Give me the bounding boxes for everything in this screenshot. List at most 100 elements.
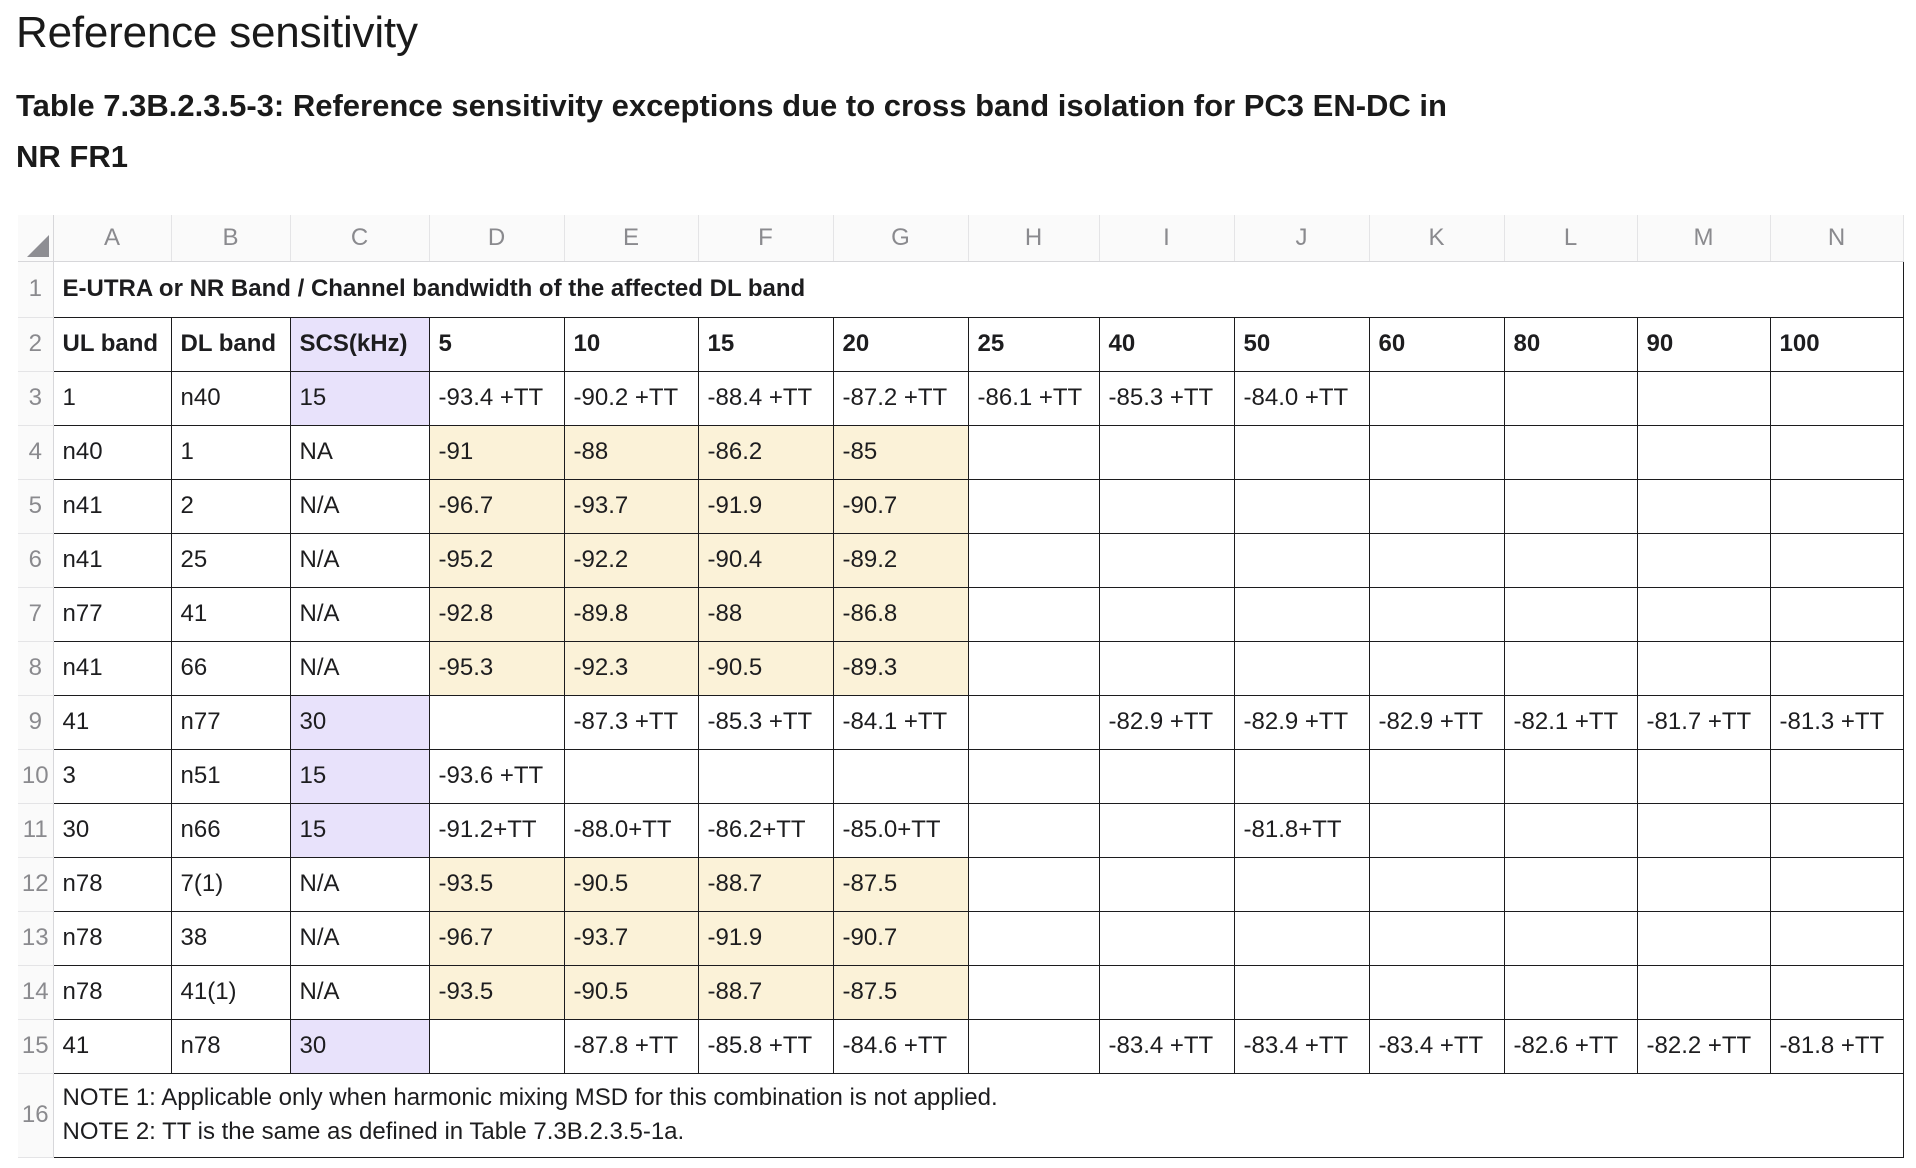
data-cell[interactable] <box>967 910 1100 966</box>
data-cell[interactable]: -86.8 <box>832 586 969 642</box>
data-cell[interactable]: n78 <box>52 964 172 1020</box>
data-cell[interactable] <box>967 694 1100 750</box>
data-cell[interactable] <box>1503 370 1638 426</box>
data-cell[interactable] <box>1636 802 1771 858</box>
data-cell[interactable]: -90.5 <box>563 964 699 1020</box>
data-cell[interactable] <box>967 748 1100 804</box>
data-cell[interactable]: -82.9 +TT <box>1233 694 1370 750</box>
data-cell[interactable]: 25 <box>170 532 291 588</box>
data-cell[interactable] <box>967 586 1100 642</box>
data-cell[interactable]: -85.3 +TT <box>1098 370 1235 426</box>
data-cell[interactable]: -88.0+TT <box>563 802 699 858</box>
data-cell[interactable] <box>1098 586 1235 642</box>
data-cell[interactable] <box>563 748 699 804</box>
data-cell[interactable] <box>1368 910 1505 966</box>
column-header-b[interactable]: B <box>171 215 291 262</box>
header-cell[interactable]: 90 <box>1636 316 1771 372</box>
data-cell[interactable]: -85.3 +TT <box>697 694 834 750</box>
data-cell[interactable] <box>1503 748 1638 804</box>
data-cell[interactable]: -89.8 <box>563 586 699 642</box>
header-cell[interactable]: 25 <box>967 316 1100 372</box>
row-header-12[interactable]: 12 <box>18 857 54 912</box>
row-header-8[interactable]: 8 <box>18 641 54 696</box>
data-cell[interactable]: 38 <box>170 910 291 966</box>
data-cell[interactable]: n40 <box>170 370 291 426</box>
data-cell[interactable] <box>1503 640 1638 696</box>
column-header-l[interactable]: L <box>1504 215 1638 262</box>
data-cell[interactable] <box>967 532 1100 588</box>
data-cell[interactable] <box>1769 424 1904 480</box>
data-cell[interactable]: -90.5 <box>697 640 834 696</box>
data-cell[interactable] <box>1233 910 1370 966</box>
column-header-e[interactable]: E <box>564 215 699 262</box>
data-cell[interactable] <box>1769 586 1904 642</box>
data-cell[interactable]: -83.4 +TT <box>1098 1018 1235 1074</box>
data-cell[interactable] <box>1098 964 1235 1020</box>
data-cell[interactable]: -90.5 <box>563 856 699 912</box>
data-cell[interactable]: N/A <box>289 964 430 1020</box>
column-header-h[interactable]: H <box>968 215 1100 262</box>
data-cell[interactable] <box>1636 640 1771 696</box>
data-cell[interactable] <box>1769 478 1904 534</box>
column-header-f[interactable]: F <box>698 215 834 262</box>
row-header-7[interactable]: 7 <box>18 587 54 642</box>
row-header-14[interactable]: 14 <box>18 965 54 1020</box>
data-cell[interactable] <box>1769 910 1904 966</box>
data-cell[interactable] <box>967 1018 1100 1074</box>
data-cell[interactable]: -86.2 <box>697 424 834 480</box>
row-header-3[interactable]: 3 <box>18 371 54 426</box>
data-cell[interactable] <box>1233 478 1370 534</box>
data-cell[interactable]: -93.7 <box>563 478 699 534</box>
data-cell[interactable]: -82.9 +TT <box>1098 694 1235 750</box>
row-header-6[interactable]: 6 <box>18 533 54 588</box>
data-cell[interactable] <box>1503 478 1638 534</box>
data-cell[interactable]: -82.9 +TT <box>1368 694 1505 750</box>
data-cell[interactable]: -93.6 +TT <box>428 748 565 804</box>
data-cell[interactable] <box>1098 910 1235 966</box>
data-cell[interactable]: -81.8+TT <box>1233 802 1370 858</box>
row-header-1[interactable]: 1 <box>18 261 54 318</box>
data-cell[interactable]: n66 <box>170 802 291 858</box>
data-cell[interactable] <box>1098 802 1235 858</box>
data-cell[interactable] <box>1769 856 1904 912</box>
data-cell[interactable]: -95.3 <box>428 640 565 696</box>
data-cell[interactable] <box>1233 424 1370 480</box>
row-header-9[interactable]: 9 <box>18 695 54 750</box>
column-header-a[interactable]: A <box>53 215 172 262</box>
data-cell[interactable]: -84.0 +TT <box>1233 370 1370 426</box>
data-cell[interactable] <box>1769 964 1904 1020</box>
data-cell[interactable]: 66 <box>170 640 291 696</box>
data-cell[interactable]: -88.4 +TT <box>697 370 834 426</box>
data-cell[interactable]: -82.6 +TT <box>1503 1018 1638 1074</box>
data-cell[interactable]: -93.4 +TT <box>428 370 565 426</box>
data-cell[interactable]: 15 <box>289 802 430 858</box>
column-header-j[interactable]: J <box>1234 215 1370 262</box>
row-header-13[interactable]: 13 <box>18 911 54 966</box>
data-cell[interactable]: -91.9 <box>697 478 834 534</box>
data-cell[interactable]: -90.7 <box>832 910 969 966</box>
header-cell[interactable]: 40 <box>1098 316 1235 372</box>
data-cell[interactable]: -87.5 <box>832 964 969 1020</box>
data-cell[interactable] <box>1769 532 1904 588</box>
data-cell[interactable] <box>1769 802 1904 858</box>
data-cell[interactable]: -89.3 <box>832 640 969 696</box>
row-header-11[interactable]: 11 <box>18 803 54 858</box>
data-cell[interactable]: 30 <box>289 694 430 750</box>
data-cell[interactable]: -92.2 <box>563 532 699 588</box>
data-cell[interactable] <box>832 748 969 804</box>
data-cell[interactable]: 41 <box>170 586 291 642</box>
data-cell[interactable]: 2 <box>170 478 291 534</box>
data-cell[interactable]: -88 <box>563 424 699 480</box>
data-cell[interactable]: -84.1 +TT <box>832 694 969 750</box>
data-cell[interactable]: NA <box>289 424 430 480</box>
data-cell[interactable]: n77 <box>170 694 291 750</box>
data-cell[interactable]: -90.4 <box>697 532 834 588</box>
data-cell[interactable]: -91 <box>428 424 565 480</box>
data-cell[interactable]: -93.5 <box>428 964 565 1020</box>
data-cell[interactable]: N/A <box>289 586 430 642</box>
data-cell[interactable]: 41(1) <box>170 964 291 1020</box>
row-header-4[interactable]: 4 <box>18 425 54 480</box>
data-cell[interactable] <box>1233 586 1370 642</box>
data-cell[interactable]: 1 <box>52 370 172 426</box>
data-cell[interactable] <box>1503 856 1638 912</box>
